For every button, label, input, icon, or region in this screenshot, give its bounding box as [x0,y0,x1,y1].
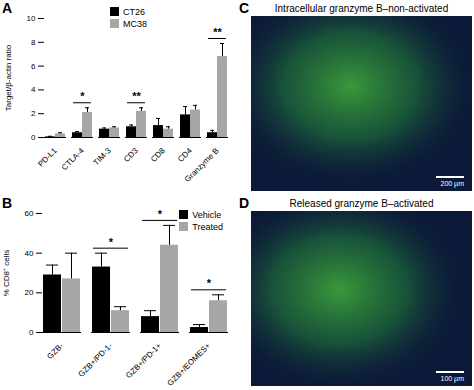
svg-text:CD4: CD4 [176,146,194,164]
svg-text:*: * [109,236,114,248]
svg-text:0: 0 [31,133,36,142]
svg-text:Intracellular granzyme B–non-a: Intracellular granzyme B–non-activated [275,3,448,14]
svg-text:TIM-3: TIM-3 [92,146,114,168]
html-text:B: B [2,195,13,211]
svg-text:100 μm: 100 μm [441,375,465,383]
html-text:C: C [239,0,250,16]
svg-text:*: * [80,90,85,102]
svg-text:40: 40 [25,249,34,258]
html-text:Treated: Treated [192,222,223,232]
svg-text:20: 20 [25,288,34,297]
svg-text:GZB+/PD-1-: GZB+/PD-1- [77,341,115,379]
svg-text:CD3: CD3 [122,146,140,164]
svg-text:*: * [207,277,212,289]
svg-text:% CD8⁺ cells: % CD8⁺ cells [2,250,11,297]
svg-text:CD8: CD8 [149,146,167,164]
svg-text:**: ** [132,90,141,102]
svg-text:4: 4 [31,85,36,94]
svg-text:6: 6 [31,62,36,71]
svg-text:GZB-: GZB- [45,341,65,361]
svg-text:Granzyme B: Granzyme B [183,146,221,184]
svg-text:GZB+/EOMES+: GZB+/EOMES+ [166,341,213,388]
svg-text:2: 2 [31,109,36,118]
svg-text:**: ** [213,26,222,38]
html-text:CT26: CT26 [123,7,145,17]
svg-text:GZB+/PD-1+: GZB+/PD-1+ [124,341,163,380]
svg-text:200 μm: 200 μm [441,180,465,188]
svg-text:PD-L1: PD-L1 [36,146,59,169]
svg-text:Target/β-actin ratio: Target/β-actin ratio [4,44,13,111]
html-text:Vehicle: Vehicle [192,210,222,220]
svg-text:CTLA-4: CTLA-4 [60,146,86,172]
svg-text:10: 10 [27,14,36,23]
svg-text:Released granzyme B–activated: Released granzyme B–activated [290,198,434,209]
svg-text:8: 8 [31,38,36,47]
html-text:D: D [239,195,250,211]
svg-text:60: 60 [25,209,34,218]
svg-text:0: 0 [29,328,34,337]
svg-text:*: * [158,208,163,220]
html-text:MC38: MC38 [123,19,147,29]
html-text:A: A [2,0,13,16]
